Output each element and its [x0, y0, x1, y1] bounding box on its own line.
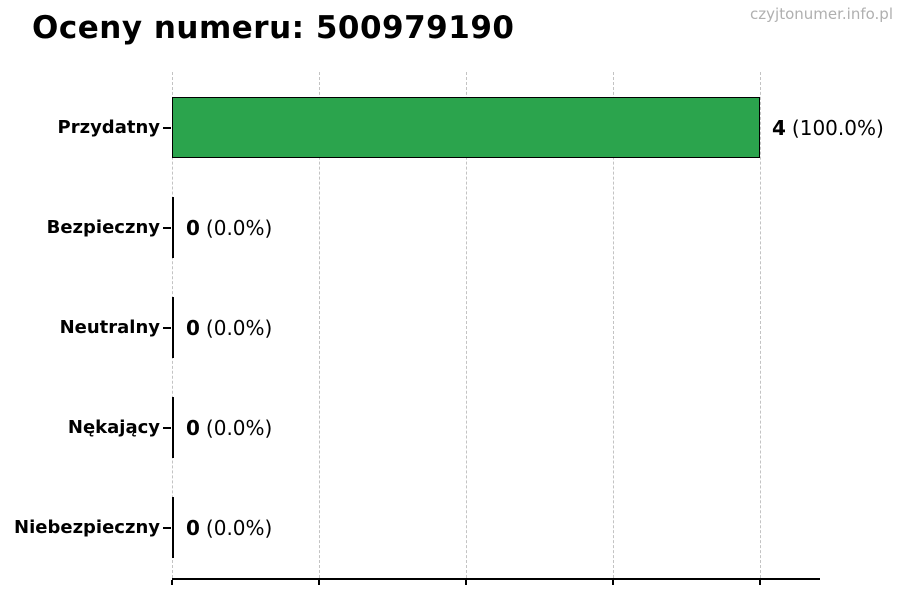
bar-nekajacy [172, 397, 174, 458]
value-percent: (0.0%) [205, 315, 273, 340]
y-tick-mark [163, 526, 171, 529]
value-count: 0 [186, 315, 200, 340]
x-tick-mark [318, 580, 320, 585]
x-tick-mark [612, 580, 614, 585]
bar-row-nekajacy: Nękający 0 (0.0%) [0, 397, 900, 458]
category-label: Nękający [67, 417, 160, 438]
bar-bezpieczny [172, 197, 174, 258]
y-tick-mark [163, 126, 171, 129]
y-tick-mark [163, 426, 171, 429]
value-label: 0 (0.0%) [186, 516, 272, 540]
value-label: 4 (100.0%) [772, 116, 884, 140]
value-percent: (0.0%) [205, 415, 273, 440]
x-tick-mark [759, 580, 761, 585]
y-tick-mark [163, 226, 171, 229]
x-tick-mark [171, 580, 173, 585]
category-label: Przydatny [57, 117, 160, 138]
value-percent: (100.0%) [791, 115, 884, 140]
bar-niebezpieczny [172, 497, 174, 558]
value-percent: (0.0%) [205, 215, 273, 240]
value-label: 0 (0.0%) [186, 316, 272, 340]
value-percent: (0.0%) [205, 515, 273, 540]
value-count: 0 [186, 415, 200, 440]
x-gridline [466, 72, 467, 578]
y-tick-mark [163, 326, 171, 329]
value-label: 0 (0.0%) [186, 216, 272, 240]
x-gridline [613, 72, 614, 578]
x-gridline [760, 72, 761, 578]
watermark-text: czyjtonumer.info.pl [750, 5, 893, 23]
value-count: 4 [772, 115, 786, 140]
value-count: 0 [186, 215, 200, 240]
x-tick-mark [465, 580, 467, 585]
category-label: Bezpieczny [46, 217, 160, 238]
bar-row-neutralny: Neutralny 0 (0.0%) [0, 297, 900, 358]
value-label: 0 (0.0%) [186, 416, 272, 440]
bar-row-niebezpieczny: Niebezpieczny 0 (0.0%) [0, 497, 900, 558]
category-label: Niebezpieczny [14, 517, 160, 538]
bar-row-bezpieczny: Bezpieczny 0 (0.0%) [0, 197, 900, 258]
bar-neutralny [172, 297, 174, 358]
chart-title: Oceny numeru: 500979190 [32, 10, 515, 46]
bar-row-przydatny: Przydatny 4 (100.0%) [0, 97, 900, 158]
bar-przydatny [172, 97, 760, 158]
value-count: 0 [186, 515, 200, 540]
category-label: Neutralny [59, 317, 160, 338]
x-gridline [319, 72, 320, 578]
